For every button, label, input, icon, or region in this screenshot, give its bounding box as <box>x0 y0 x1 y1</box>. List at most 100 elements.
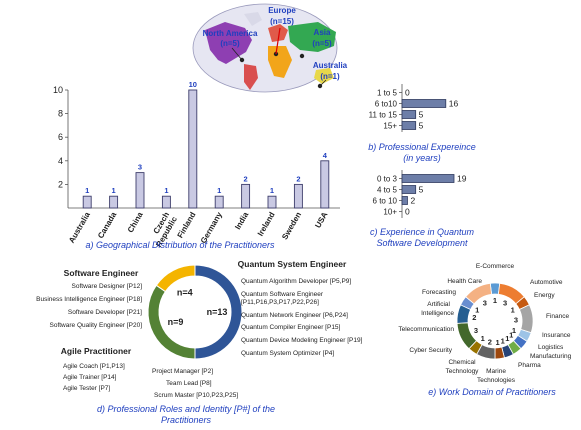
caption-e: e) Work Domain of Practitioners <box>428 387 556 397</box>
map-label-australia: Australia <box>313 61 348 70</box>
agile-role-0: Agile Coach [P1,P13] <box>63 363 125 370</box>
domain-label-energy: Energy <box>534 292 555 299</box>
geo-x-tick-label: Finland <box>176 210 198 239</box>
geo-bar-value: 1 <box>164 186 168 195</box>
domain-slice-value: 3 <box>514 316 518 325</box>
domain-label-marine-2: Technologies <box>477 377 516 384</box>
geo-bar-ireland <box>267 195 277 209</box>
domain-label-ai: Artificial <box>427 301 450 308</box>
domain-slice-value: 1 <box>493 296 497 305</box>
geo-bar-value: 2 <box>296 174 300 183</box>
europe-shape <box>268 24 288 42</box>
domain-slice-value: 1 <box>481 334 485 343</box>
domain-slice-value: 3 <box>483 299 487 308</box>
domain-label-ai-2: Intelligence <box>421 310 454 317</box>
expB-bar-value: 0 <box>405 88 410 98</box>
south-america-shape <box>244 64 258 90</box>
geo-bar-value: 4 <box>323 151 328 160</box>
roles-slice-label: n=9 <box>168 317 184 327</box>
software-role-0: Software Designer [P12] <box>72 283 143 290</box>
domain-label-chemical: Chemical <box>448 359 476 366</box>
quantum-role-6: Quantum System Optimizer [P4] <box>241 350 334 357</box>
roles-slice-label: n=13 <box>207 307 228 317</box>
title-software: Software Engineer <box>64 268 139 278</box>
caption-c: c) Experience in Quantum <box>370 227 475 237</box>
quantum-role-5: Quantum Device Modeling Engineer [P19] <box>241 337 363 344</box>
domain-label-marine: Marine <box>486 368 506 375</box>
domain-slice-value: 1 <box>496 338 500 347</box>
expC-bar-value: 2 <box>410 196 415 206</box>
map-label-europe: Europe <box>268 6 296 15</box>
expC-bar-4-to-5 <box>401 185 417 194</box>
geo-x-tick-label: Canada <box>96 210 119 240</box>
agile-role-1: Agile Trainer [P14] <box>63 374 117 381</box>
domain-slice-value: 3 <box>503 299 507 308</box>
world-map: North America (n=5) Europe (n=15) Asia (… <box>192 3 348 93</box>
expB-bar-6-to10 <box>401 99 447 108</box>
software-role-2: Software Developer [P21] <box>68 309 142 316</box>
quantum-role-3: Quantum Network Engineer [P6,P24] <box>241 312 348 319</box>
domain-slice-value: 1 <box>512 326 516 335</box>
geo-y-tick-label: 2 <box>58 179 63 189</box>
geo-x-tick-label: Sweden <box>280 210 303 241</box>
geo-bar-usa <box>320 160 330 209</box>
domain-label-automotive: Automotive <box>530 279 563 286</box>
other-role-2: Scrum Master [P10,P23,P25] <box>154 392 238 399</box>
software-role-1: Business Intelligence Engineer [P18] <box>36 296 142 303</box>
expB-bar-15 <box>401 121 417 130</box>
roles-donut-chart: n=13 n=9 n=4 <box>147 264 243 360</box>
expB-bar-value: 5 <box>419 121 424 131</box>
quantum-role-0: Quantum Algorithm Developer [P5,P9] <box>241 278 351 285</box>
map-count-australia: (n=1) <box>320 72 340 81</box>
domain-slice-value: 1 <box>475 306 479 315</box>
expB-bar-value: 16 <box>449 99 459 109</box>
asia-pin <box>299 53 305 59</box>
quantum-experience-bar-chart: 0 to 3 19 4 to 5 5 6 to 10 2 10+ 0 <box>373 170 467 218</box>
expC-category-label: 10+ <box>383 208 397 217</box>
domain-labels: E-Commerce Automotive Energy Finance Ins… <box>398 263 571 384</box>
domain-label-forecasting: Forecasting <box>422 289 456 296</box>
caption-d: d) Professional Roles and Identity [P#] … <box>97 404 275 414</box>
other-role-0: Project Manager [P2] <box>152 368 213 375</box>
caption-a: a) Geographical Distribution of the Prac… <box>85 240 275 250</box>
expC-category-label: 6 to 10 <box>373 197 398 206</box>
expC-category-label: 0 to 3 <box>377 175 398 184</box>
quantum-role-2: [P11,P16,P3,P17,P22,P26] <box>241 299 319 306</box>
domain-label-pharma: Pharma <box>518 362 541 369</box>
geo-y-tick-label: 6 <box>58 132 63 142</box>
geo-y-tick-label: 8 <box>58 109 63 119</box>
domain-label-chemical-2: Technology <box>446 368 480 375</box>
geo-bar-value: 10 <box>189 80 197 89</box>
geo-bar-china <box>135 172 145 209</box>
geo-bar-value: 1 <box>112 186 116 195</box>
geo-bar-canada <box>109 195 119 209</box>
title-agile: Agile Practitioner <box>61 346 132 356</box>
geo-x-tick-label: India <box>233 210 250 231</box>
geo-bar-value: 1 <box>85 186 89 195</box>
domain-label-ecommerce: E-Commerce <box>476 263 515 270</box>
expC-bar-0-to-3 <box>401 174 455 183</box>
caption-d-2: Practitioners <box>161 415 212 425</box>
asia-shape <box>288 22 336 52</box>
domain-slice-value: 2 <box>488 337 492 346</box>
expB-bar-11-to-15 <box>401 110 417 119</box>
domain-label-healthcare: Health Care <box>447 278 482 285</box>
experience-bar-chart: 1 to 5 0 6 to10 16 11 to 15 5 15+ 5 <box>369 84 459 132</box>
title-quantum: Quantum System Engineer <box>238 259 347 269</box>
caption-b: b) Professional Expereince <box>368 142 476 152</box>
expC-bar-value: 19 <box>457 174 467 184</box>
domain-slice-value: 1 <box>505 334 509 343</box>
caption-c-2: Software Development <box>376 238 468 248</box>
geo-bar-value: 2 <box>244 174 248 183</box>
geo-x-tick-label: USA <box>313 210 329 229</box>
domain-slice-value: 2 <box>472 313 476 322</box>
europe-leader <box>275 27 281 55</box>
roles-labels: Quantum System Engineer Software Enginee… <box>36 259 362 399</box>
expC-bar-value: 5 <box>419 185 424 195</box>
geo-bar-sweden <box>293 183 303 209</box>
domain-slice-value: 1 <box>509 330 513 339</box>
domain-slice-value: 1 <box>511 306 515 315</box>
expB-category-label: 11 to 15 <box>369 111 398 120</box>
north-america-leader <box>231 47 243 61</box>
map-label-asia: Asia <box>314 28 331 37</box>
